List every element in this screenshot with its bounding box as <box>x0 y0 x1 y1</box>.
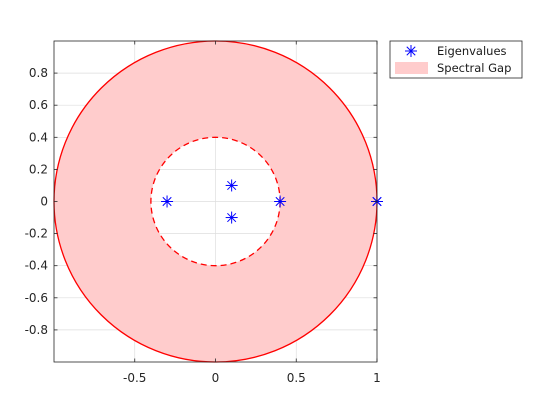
x-tick-label: 0.5 <box>287 371 306 385</box>
y-tick-label: 0.4 <box>29 130 48 144</box>
y-tick-label: -0.6 <box>25 291 48 305</box>
legend-spectral-gap-swatch <box>395 62 428 74</box>
x-tick-label: 1 <box>373 371 381 385</box>
legend[interactable]: Eigenvalues Spectral Gap <box>389 40 523 79</box>
legend-label: Eigenvalues <box>437 44 507 58</box>
eigenvalue-marker <box>225 179 238 192</box>
y-tick-label: 0.6 <box>29 98 48 112</box>
y-tick-label: -0.2 <box>25 227 48 241</box>
y-tick-label: 0.8 <box>29 66 48 80</box>
axis-ticks: -0.5 0 0.5 1 -0.8 -0.6 -0.4 -0.2 0 0.2 0.4 0.6 0.8 <box>25 41 381 385</box>
legend-label: Spectral Gap <box>437 61 511 75</box>
y-tick-label: 0 <box>40 195 48 209</box>
y-tick-label: 0.2 <box>29 162 48 176</box>
y-tick-label: -0.8 <box>25 323 48 337</box>
eigenvalue-marker <box>161 195 174 208</box>
spectral-gap-fill <box>54 40 377 362</box>
x-tick-label: -0.5 <box>123 371 146 385</box>
legend-eigenvalues-marker <box>405 45 417 57</box>
eigenvalue-marker <box>225 211 238 224</box>
x-tick-label: 0 <box>212 371 220 385</box>
eigenvalue-marker <box>274 195 287 208</box>
y-tick-label: -0.4 <box>25 259 48 273</box>
